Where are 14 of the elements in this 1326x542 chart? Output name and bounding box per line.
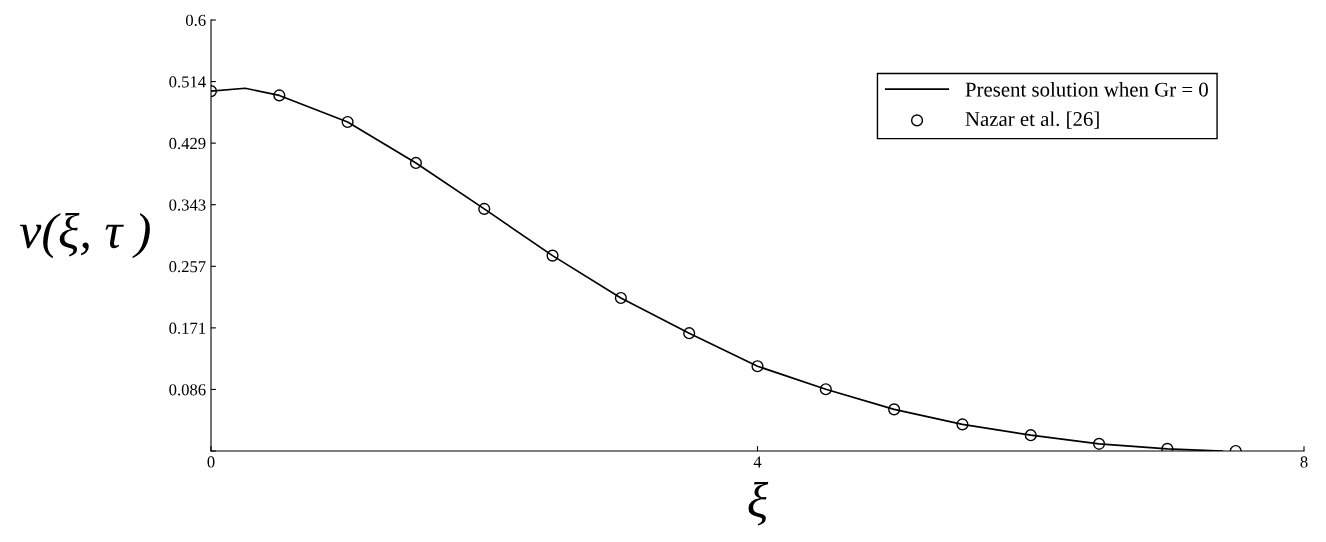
x-axis-title: ξ xyxy=(748,481,769,526)
x-tick-label: 0 xyxy=(207,456,215,468)
legend-label: Present solution when Gr = 0 xyxy=(965,81,1208,97)
x-tick-label: 4 xyxy=(753,456,762,468)
y-tick-label: 0.6 xyxy=(185,14,206,27)
legend-label: Nazar et al. [26] xyxy=(965,111,1099,129)
y-tick-label: 0.343 xyxy=(169,199,206,211)
y-tick-label: 0.086 xyxy=(169,384,206,396)
x-tick-label: 8 xyxy=(1300,456,1308,468)
y-tick-label: 0.257 xyxy=(169,261,206,273)
y-tick-label: 0.429 xyxy=(169,137,206,150)
y-tick-label: 0.514 xyxy=(169,76,206,88)
y-tick-label: 0.171 xyxy=(169,322,206,334)
y-axis-title: v(ξ, τ ) xyxy=(19,212,150,259)
